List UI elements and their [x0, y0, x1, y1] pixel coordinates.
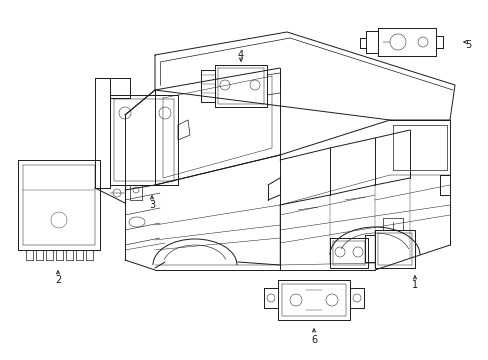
- Text: 2: 2: [55, 275, 61, 285]
- Text: 3: 3: [149, 200, 155, 210]
- Text: 6: 6: [310, 335, 316, 345]
- Text: 4: 4: [238, 50, 244, 60]
- Text: 1: 1: [411, 280, 417, 290]
- Text: 5: 5: [464, 40, 470, 50]
